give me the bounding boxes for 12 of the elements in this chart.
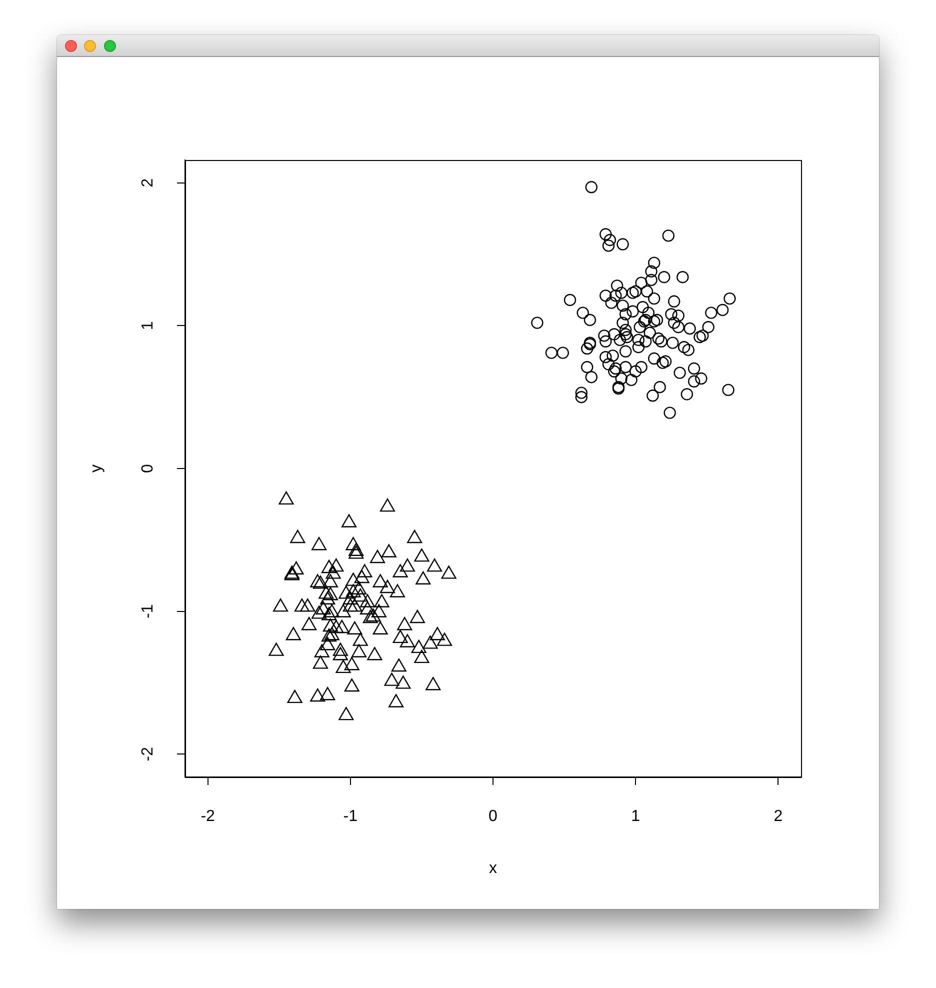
x-tick-label: -1 <box>343 808 358 826</box>
y-tick-label: 0 <box>139 464 156 473</box>
y-tick-label: -1 <box>139 604 156 618</box>
y-tick-label: -2 <box>139 746 156 762</box>
x-tick-label: 2 <box>774 808 783 826</box>
x-tick-label: 0 <box>488 808 498 826</box>
y-tick-label: 2 <box>139 178 156 188</box>
y-tick-label: 1 <box>139 321 156 330</box>
x-axis-title: x <box>489 860 497 877</box>
x-tick-label: 1 <box>631 808 640 826</box>
x-tick-label: -2 <box>200 808 216 826</box>
y-axis-title: y <box>88 464 106 472</box>
